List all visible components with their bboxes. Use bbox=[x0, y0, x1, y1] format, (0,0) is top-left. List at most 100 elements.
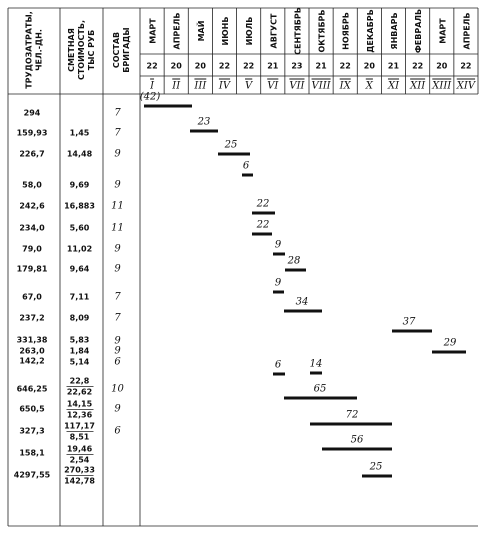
cost: 5,14 bbox=[70, 358, 90, 367]
duration: 56 bbox=[351, 435, 364, 446]
duration: 6 bbox=[243, 161, 250, 172]
work-bar bbox=[284, 309, 322, 313]
month-name: НОЯБРЬ bbox=[342, 12, 351, 50]
month-days: 22 bbox=[243, 62, 254, 71]
crew: 7 bbox=[114, 128, 121, 139]
work-bar bbox=[273, 372, 285, 376]
work-bar bbox=[362, 474, 392, 478]
month-days: 22 bbox=[147, 62, 158, 71]
duration: 6 bbox=[275, 360, 282, 371]
duration: 29 bbox=[443, 338, 457, 349]
cost: 142,78 bbox=[64, 477, 95, 486]
cost: 2,54 bbox=[70, 456, 90, 465]
work-bar bbox=[322, 447, 392, 451]
month-days: 22 bbox=[219, 62, 230, 71]
cost: 14,48 bbox=[67, 150, 93, 159]
duration: 9 bbox=[275, 240, 282, 251]
period: IV bbox=[218, 81, 232, 92]
cost: 11,02 bbox=[67, 245, 92, 254]
labor: 79,0 bbox=[22, 245, 42, 254]
crew: 9 bbox=[114, 264, 121, 275]
month-name: АВГУСТ bbox=[269, 13, 278, 48]
cost: 1,45 bbox=[70, 129, 90, 138]
crew: 11 bbox=[111, 223, 124, 234]
work-bar bbox=[252, 232, 272, 236]
cost: 14,15 bbox=[67, 400, 93, 409]
labor: 226,7 bbox=[19, 150, 44, 159]
crew: 9 bbox=[114, 180, 121, 191]
period: I bbox=[149, 81, 155, 92]
month-days: 20 bbox=[195, 62, 207, 71]
work-bar bbox=[285, 268, 306, 272]
duration: 25 bbox=[224, 140, 238, 151]
month-name: МАЙ bbox=[195, 21, 206, 42]
cost: 7,11 bbox=[70, 293, 90, 302]
duration: 23 bbox=[197, 117, 211, 128]
period: XIII bbox=[431, 81, 452, 92]
labor: 327,3 bbox=[19, 427, 44, 436]
crew: 9 bbox=[114, 149, 121, 160]
labor: 237,2 bbox=[19, 314, 44, 323]
labor: 646,25 bbox=[17, 385, 48, 394]
period: III bbox=[193, 81, 207, 92]
work-bar bbox=[310, 371, 322, 375]
labor: 650,5 bbox=[19, 405, 45, 414]
duration: 22 bbox=[256, 220, 270, 231]
period: XIV bbox=[456, 81, 477, 92]
period: VI bbox=[267, 81, 279, 92]
duration: 28 bbox=[287, 256, 301, 267]
column-header: ТЫС РУБ bbox=[87, 30, 96, 71]
work-bar bbox=[310, 422, 392, 426]
cost: 8,51 bbox=[70, 433, 90, 442]
month-days: 20 bbox=[364, 62, 376, 71]
duration: 34 bbox=[296, 297, 309, 308]
cost: 22,62 bbox=[67, 388, 92, 397]
crew: 9 bbox=[114, 244, 121, 255]
work-bar bbox=[392, 329, 432, 333]
period: II bbox=[171, 81, 181, 92]
labor: 294 bbox=[24, 109, 41, 118]
duration: (42) bbox=[140, 92, 161, 103]
labor: 142,2 bbox=[19, 357, 44, 366]
cost: 9,69 bbox=[70, 181, 90, 190]
column-header: СОСТАВ bbox=[112, 32, 121, 68]
cost: 117,17 bbox=[64, 422, 95, 431]
cost: 12,36 bbox=[67, 411, 93, 420]
work-bar bbox=[242, 173, 253, 177]
period: XI bbox=[387, 81, 400, 92]
crew: 7 bbox=[114, 108, 121, 119]
crew: 7 bbox=[114, 313, 121, 324]
column-header: СТОИМОСТЬ, bbox=[77, 20, 86, 80]
labor: 158,1 bbox=[19, 449, 45, 458]
labor: 58,0 bbox=[22, 181, 42, 190]
crew: 11 bbox=[111, 201, 124, 212]
period: V bbox=[245, 81, 254, 92]
work-bar bbox=[190, 129, 218, 133]
duration: 37 bbox=[403, 317, 416, 328]
duration: 14 bbox=[310, 359, 323, 370]
month-name: МАРТ bbox=[438, 18, 447, 44]
month-days: 23 bbox=[291, 62, 302, 71]
labor: 4297,55 bbox=[14, 471, 51, 480]
cost: 16,883 bbox=[64, 202, 95, 211]
duration: 72 bbox=[346, 410, 359, 421]
column-header: ЧЕЛ.-ДН. bbox=[35, 29, 44, 71]
cost: 9,64 bbox=[70, 265, 90, 274]
duration: 9 bbox=[275, 278, 282, 289]
crew: 9 bbox=[114, 346, 121, 357]
cost: 1,84 bbox=[70, 347, 90, 356]
work-bar bbox=[273, 252, 285, 256]
labor: 234,0 bbox=[19, 224, 45, 233]
work-bar bbox=[252, 211, 275, 215]
cost: 5,60 bbox=[70, 224, 90, 233]
cost: 8,09 bbox=[70, 314, 90, 323]
labor: 67,0 bbox=[22, 293, 42, 302]
crew: 7 bbox=[114, 292, 121, 303]
work-bar bbox=[218, 152, 250, 156]
cost: 19,46 bbox=[67, 445, 93, 454]
period: X bbox=[365, 81, 374, 92]
labor: 263,0 bbox=[19, 347, 45, 356]
work-bar bbox=[273, 290, 284, 294]
month-days: 20 bbox=[436, 62, 448, 71]
